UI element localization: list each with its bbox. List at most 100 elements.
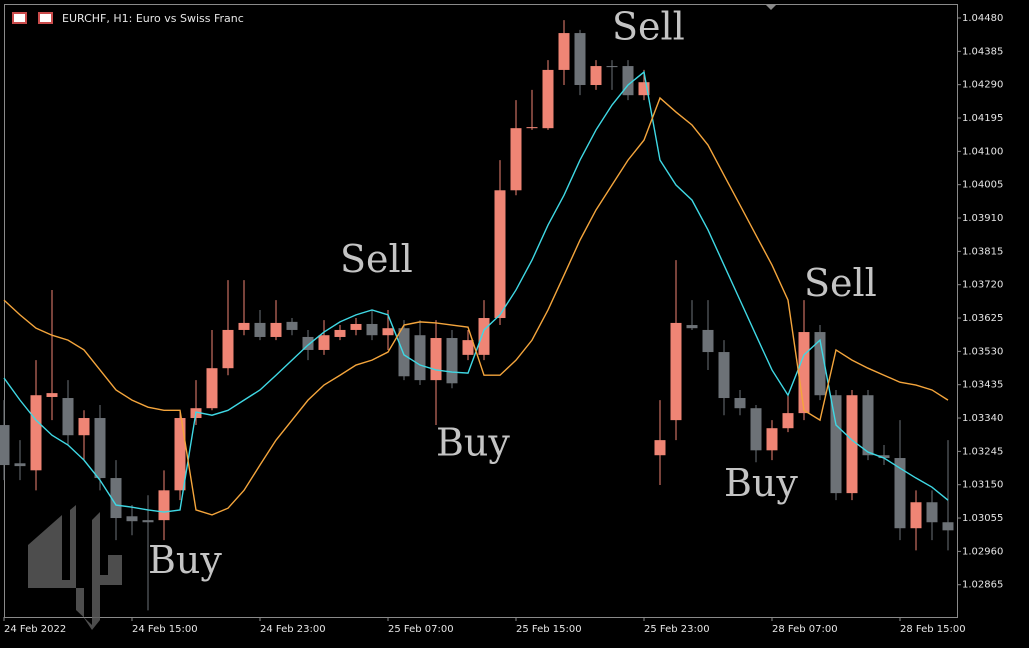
- candle-body: [862, 395, 874, 456]
- y-tick-label: 1.02865: [962, 580, 1003, 591]
- candle-body: [590, 66, 602, 86]
- plot-frame: [4, 4, 958, 618]
- candle-body: [334, 329, 346, 337]
- annotation: Sell: [804, 261, 877, 305]
- candle-body: [798, 332, 810, 414]
- candle-body: [462, 340, 474, 355]
- y-tick-label: 1.04195: [962, 113, 1003, 124]
- candle-body: [750, 408, 762, 451]
- candle-body: [766, 428, 778, 451]
- candle-body: [0, 425, 10, 466]
- y-tick-label: 1.04005: [962, 180, 1003, 191]
- x-tick-label: 24 Feb 2022: [4, 624, 66, 635]
- candle-body: [494, 190, 506, 319]
- y-tick-label: 1.03625: [962, 313, 1003, 324]
- candle-body: [670, 322, 682, 421]
- candle-body: [430, 338, 442, 381]
- candle-body: [222, 329, 234, 369]
- y-tick-label: 1.03055: [962, 513, 1003, 524]
- y-tick-label: 1.04100: [962, 146, 1003, 157]
- x-tick-label: 25 Feb 15:00: [516, 624, 582, 635]
- candle-body: [46, 393, 58, 397]
- candle-body: [302, 336, 314, 350]
- candle-body: [158, 490, 170, 521]
- candle-body: [878, 455, 890, 459]
- candle-body: [686, 325, 698, 329]
- candle-body: [846, 395, 858, 494]
- candle-body: [270, 322, 282, 337]
- y-tick-label: 1.04480: [962, 13, 1003, 24]
- candle-body: [830, 395, 842, 494]
- annotation: Sell: [612, 4, 685, 48]
- y-tick-label: 1.02960: [962, 546, 1003, 557]
- candle-body: [926, 502, 938, 523]
- candle-body: [366, 323, 378, 336]
- candle-body: [398, 328, 410, 377]
- candle-body: [62, 398, 74, 436]
- x-tick-label: 28 Feb 07:00: [772, 624, 838, 635]
- candle-body: [910, 502, 922, 529]
- shift-marker: [766, 5, 776, 10]
- watermark-logo: [28, 505, 122, 630]
- candle-body: [78, 418, 90, 436]
- y-tick-label: 1.03435: [962, 380, 1003, 391]
- candles: [0, 20, 954, 611]
- candle-body: [558, 33, 570, 70]
- annotation: Sell: [340, 237, 413, 281]
- candle-body: [734, 398, 746, 409]
- candle-body: [654, 440, 666, 456]
- candle-body: [478, 318, 490, 355]
- candle-body: [510, 128, 522, 191]
- candle-body: [318, 335, 330, 350]
- candle-body: [126, 516, 138, 522]
- candle-body: [638, 82, 650, 96]
- y-tick-label: 1.03340: [962, 413, 1003, 424]
- candle-body: [414, 335, 426, 381]
- annotation: Buy: [724, 461, 798, 505]
- candle-body: [382, 328, 394, 336]
- candle-body: [622, 66, 634, 96]
- candle-body: [142, 520, 154, 523]
- candle-body: [606, 66, 618, 68]
- candle-body: [30, 395, 42, 471]
- candle-body: [238, 322, 250, 330]
- icon: [14, 14, 25, 22]
- candle-body: [894, 458, 906, 529]
- candle-body: [702, 329, 714, 353]
- symbol-icons: [12, 12, 53, 24]
- x-tick-label: 28 Feb 15:00: [900, 624, 966, 635]
- y-tick-label: 1.04385: [962, 46, 1003, 57]
- y-tick-label: 1.03910: [962, 213, 1003, 224]
- x-tick-label: 24 Feb 23:00: [260, 624, 326, 635]
- chart-title: EURCHF, H1: Euro vs Swiss Franc: [62, 12, 244, 25]
- y-tick-label: 1.03530: [962, 346, 1003, 357]
- candle-body: [350, 323, 362, 330]
- candle-body: [206, 368, 218, 409]
- annotation: Buy: [148, 538, 222, 582]
- candle-body: [942, 522, 954, 531]
- candle-body: [286, 321, 298, 330]
- candle-body: [254, 322, 266, 337]
- y-tick-label: 1.04290: [962, 80, 1003, 91]
- candle-body: [94, 418, 106, 479]
- y-tick-label: 1.03720: [962, 280, 1003, 291]
- x-tick-label: 24 Feb 15:00: [132, 624, 198, 635]
- candle-body: [174, 418, 186, 491]
- candle-body: [782, 413, 794, 429]
- y-tick-label: 1.03245: [962, 446, 1003, 457]
- annotation: Buy: [436, 421, 510, 465]
- y-tick-label: 1.03150: [962, 480, 1003, 491]
- candle-body: [574, 33, 586, 86]
- x-tick-label: 25 Feb 07:00: [388, 624, 454, 635]
- candle-body: [542, 69, 554, 129]
- icon: [40, 14, 51, 22]
- candle-body: [526, 127, 538, 129]
- candle-body: [718, 352, 730, 399]
- candle-body: [110, 478, 122, 519]
- indicator-line: [3, 96, 949, 516]
- candle-body: [446, 338, 458, 384]
- x-tick-label: 25 Feb 23:00: [644, 624, 710, 635]
